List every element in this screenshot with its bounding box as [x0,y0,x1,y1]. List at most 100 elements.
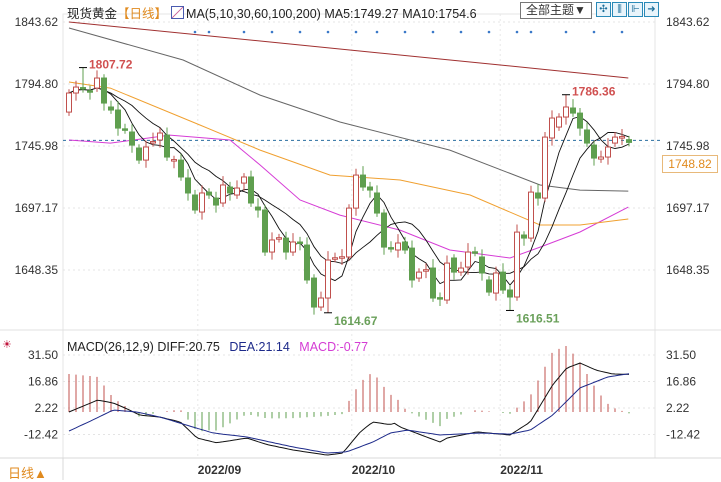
candle-up [346,207,352,258]
candle-down [248,176,254,204]
candle-up [94,77,100,89]
high-price-label: 1807.72 [89,58,133,72]
candle-up [276,237,282,240]
price-tick-right: 1648.35 [666,263,710,277]
candle-up [241,176,247,184]
candle-down [367,186,373,191]
candle-down [451,257,457,273]
candle-up [318,297,324,308]
event-marker-icon [459,30,463,34]
candle-down [108,106,114,111]
candle-down [283,237,289,253]
macd-value: MACD:-0.77 [299,340,369,354]
candle-up [234,187,240,196]
candle-up [143,146,149,161]
candle-down [577,112,583,129]
candle-up [339,256,345,259]
candle-down [311,277,317,308]
candle-down [381,212,387,248]
ma200-line [68,21,629,79]
candle-up [493,272,499,294]
macd-tick-right: 31.50 [666,348,696,362]
candle-down [122,128,128,131]
candle-up [220,184,226,204]
event-marker-icon [564,30,568,34]
candle-up [542,136,548,199]
ma-label[interactable]: MA(5,10,30,60,100,200) [186,7,321,21]
macd-tick-left: 31.50 [28,348,58,362]
candle-down [626,139,632,143]
zoom-in-icon[interactable]: ⫼ [612,2,627,17]
candle-down [115,109,121,129]
event-marker-icon [431,30,435,34]
ma-indicator-icon[interactable] [171,6,185,19]
candle-down [374,192,380,214]
price-tick-left: 1697.17 [15,201,59,215]
price-tick-left: 1745.98 [15,139,59,153]
candle-up [73,86,79,94]
candle-down [101,77,107,104]
macd-tick-left: 2.22 [35,401,59,415]
date-tick: 2022/10 [352,463,396,477]
candle-up [395,242,401,251]
macd-tick-right: -12.42 [666,427,700,441]
candle-up [157,132,163,141]
candle-up [199,192,205,213]
candle-down [227,186,233,194]
candle-down [206,191,212,196]
chart-header: 现货黄金【日线】 MA(5,10,30,60,100,200) MA5:1749.… [67,3,477,22]
candle-up [563,106,569,118]
event-marker-icon [242,30,246,34]
period-label[interactable]: 【日线】 [117,7,168,21]
price-tick-right: 1843.62 [666,15,710,29]
candle-down [479,256,485,274]
candle-up [465,251,471,268]
candle-down [535,192,541,199]
candle-up [556,116,562,128]
candle-down [255,206,261,211]
indicator-settings-icon[interactable]: ☀ [2,339,12,351]
candle-down [192,194,198,211]
event-marker-icon [354,30,358,34]
candle-up [458,267,464,273]
crosshair-icon[interactable]: ✣ [596,2,611,17]
candle-down [185,177,191,194]
candle-down [136,147,142,161]
candle-up [332,257,338,260]
zoom-out-icon[interactable]: ⊩ [628,2,643,17]
candle-down [129,131,135,146]
export-icon[interactable]: ➜ [644,2,659,17]
candle-down [500,271,506,291]
candle-down [584,129,590,144]
period-selector[interactable]: 日线▲ [8,466,47,481]
macd-label[interactable]: MACD(26,12,9) [67,340,154,354]
ma100-line [68,27,629,192]
event-marker-icon [270,30,274,34]
candle-down [430,267,436,299]
candle-down [164,134,170,158]
instrument-name: 现货黄金 [67,7,118,21]
ma5-value: MA5:1749.27 [324,7,399,21]
price-tick-left: 1843.62 [15,15,59,29]
candle-down [360,174,366,188]
low-price-label: 1614.67 [334,314,378,328]
candle-up [269,239,275,253]
candle-down [388,247,394,250]
price-tick-right: 1745.98 [666,139,710,153]
candle-up [353,174,359,209]
event-marker-icon [207,30,211,34]
event-marker-icon [620,30,624,34]
macd-tick-right: 16.86 [666,374,696,388]
candle-down [486,279,492,293]
theme-dropdown[interactable]: 全部主题▼ [520,2,592,19]
candle-down [304,244,310,281]
event-marker-icon [375,30,379,34]
candle-down [297,241,303,245]
candle-up [290,241,296,253]
event-marker-icon [193,30,197,34]
candle-down [262,209,268,253]
candle-up [66,92,72,113]
price-tick-left: 1648.35 [15,263,59,277]
ma10-value: MA10:1754.6 [402,7,477,21]
